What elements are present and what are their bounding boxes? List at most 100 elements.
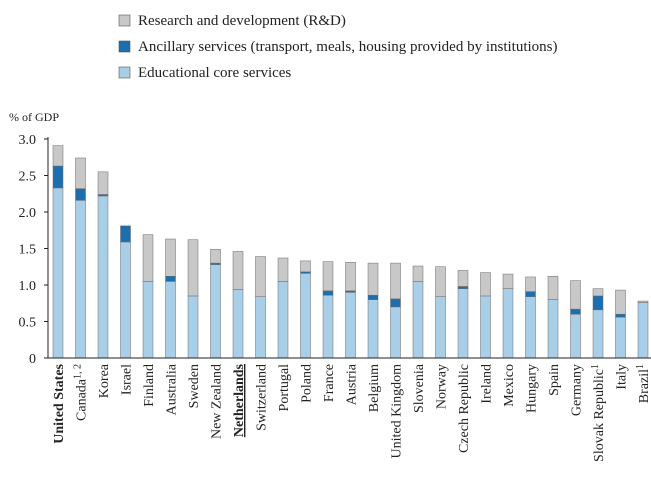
legend-label-educational-core-services: Educational core services [138, 65, 291, 81]
bars [52, 145, 649, 359]
x-tick-label-czech-republic: Czech Republic [457, 364, 472, 453]
x-tick-label-norway: Norway [435, 364, 450, 409]
bar-segment-research-and-development-r-d [300, 260, 311, 273]
bar-segment-ancillary-services-transport-meals-housing-provided-by-institutions [165, 275, 176, 282]
bar-segment-educational-core-services [255, 296, 266, 359]
x-tick-label-israel: Israel [120, 364, 135, 395]
bar-segment-educational-core-services [75, 200, 86, 359]
bar-segment-research-and-development-r-d [322, 261, 334, 292]
bar-segment-research-and-development-r-d [142, 234, 154, 282]
bar-segment-educational-core-services [390, 306, 401, 359]
bar-segment-educational-core-services [277, 281, 289, 359]
x-tick-label-ireland: Ireland [480, 364, 495, 404]
bar-segment-educational-core-services [165, 281, 176, 359]
bar-segment-research-and-development-r-d [97, 171, 109, 195]
x-tick-label-spain: Spain [547, 364, 562, 396]
legend-swatch-educational-core-services [118, 66, 131, 79]
bar-israel [120, 225, 131, 359]
bar-segment-research-and-development-r-d [367, 262, 379, 296]
bar-segment-educational-core-services [547, 299, 559, 359]
bar-segment-research-and-development-r-d [210, 248, 221, 264]
bar-segment-educational-core-services [210, 264, 221, 359]
legend: Research and development (R&D) Ancillary … [118, 13, 558, 81]
x-tick-label-hungary: Hungary [525, 364, 540, 413]
bar-segment-educational-core-services [142, 281, 154, 359]
bar-segment-educational-core-services [435, 296, 446, 359]
bar-portugal [277, 257, 289, 359]
bar-segment-ancillary-services-transport-meals-housing-provided-by-institutions [367, 294, 379, 300]
bar-italy [615, 289, 626, 359]
bar-united-kingdom [390, 262, 401, 359]
bar-segment-educational-core-services [97, 195, 109, 359]
bar-segment-research-and-development-r-d [480, 272, 491, 297]
x-tick-label-canada: Canada1, 2 [73, 364, 90, 421]
y-tick-label: 1.5 [19, 243, 37, 258]
bar-segment-educational-core-services [187, 295, 199, 359]
y-tick-label: 2.5 [19, 170, 37, 185]
bar-norway [435, 266, 446, 359]
bar-belgium [367, 262, 379, 359]
y-tick-label: 3.0 [19, 133, 37, 148]
y-axis-unit-label: % of GDP [9, 110, 59, 124]
bar-segment-research-and-development-r-d [615, 289, 626, 315]
bar-segment-educational-core-services [592, 309, 604, 359]
bar-segment-research-and-development-r-d [457, 270, 469, 287]
x-tick-label-new-zealand: New Zealand [210, 364, 225, 439]
bar-segment-ancillary-services-transport-meals-housing-provided-by-institutions [322, 290, 334, 296]
bar-segment-research-and-development-r-d [525, 276, 536, 292]
bar-segment-educational-core-services [52, 187, 64, 359]
x-tick-label-belgium: Belgium [367, 364, 382, 412]
bar-australia [165, 238, 176, 359]
bar-slovenia [412, 265, 424, 359]
x-tick-label-sweden: Sweden [187, 364, 202, 408]
bar-segment-ancillary-services-transport-meals-housing-provided-by-institutions [570, 308, 581, 315]
x-tick-label-mexico: Mexico [502, 364, 517, 407]
bar-segment-educational-core-services [457, 288, 469, 359]
bar-segment-ancillary-services-transport-meals-housing-provided-by-institutions [525, 291, 536, 297]
bar-segment-educational-core-services [232, 289, 244, 359]
y-tick-label: 0.5 [19, 316, 37, 331]
bar-segment-educational-core-services [345, 292, 356, 359]
bar-segment-research-and-development-r-d [390, 262, 401, 300]
x-tick-label-poland: Poland [300, 364, 315, 403]
bar-segment-research-and-development-r-d [570, 280, 581, 310]
bar-segment-educational-core-services [322, 294, 334, 359]
bar-czech-republic [457, 270, 469, 359]
bar-segment-educational-core-services [367, 299, 379, 359]
bar-segment-research-and-development-r-d [165, 238, 176, 277]
bar-segment-ancillary-services-transport-meals-housing-provided-by-institutions [120, 225, 131, 243]
bar-segment-educational-core-services [480, 295, 491, 359]
bar-segment-ancillary-services-transport-meals-housing-provided-by-institutions [75, 188, 86, 201]
bar-segment-research-and-development-r-d [277, 257, 289, 282]
bar-slovak-republic [592, 288, 604, 359]
bar-canada [75, 157, 86, 359]
bar-hungary [525, 276, 536, 359]
bar-segment-educational-core-services [120, 241, 131, 359]
y-tick-label: 0 [29, 352, 36, 367]
bar-finland [142, 234, 154, 359]
bar-segment-research-and-development-r-d [255, 256, 266, 297]
bar-segment-educational-core-services [525, 296, 536, 359]
bar-austria [345, 262, 356, 359]
bar-mexico [502, 273, 514, 359]
bar-france [322, 261, 334, 359]
x-tick-label-italy: Italy [615, 364, 630, 390]
bar-spain [547, 275, 559, 359]
legend-label-ancillary-services-transport-meals-housing-provided-by-institutions: Ancillary services (transport, meals, ho… [138, 39, 558, 55]
x-tick-label-germany: Germany [570, 364, 585, 416]
bar-segment-educational-core-services [637, 302, 649, 359]
bar-segment-research-and-development-r-d [232, 251, 244, 290]
bar-segment-research-and-development-r-d [75, 157, 86, 189]
bar-segment-educational-core-services [300, 273, 311, 359]
bar-segment-research-and-development-r-d [435, 266, 446, 297]
bar-segment-research-and-development-r-d [345, 262, 356, 292]
bar-korea [97, 171, 109, 359]
bar-segment-ancillary-services-transport-meals-housing-provided-by-institutions [390, 298, 401, 308]
x-tick-label-united-kingdom: United Kingdom [390, 364, 405, 459]
bar-segment-research-and-development-r-d [502, 273, 514, 289]
bar-segment-ancillary-services-transport-meals-housing-provided-by-institutions [615, 313, 626, 318]
bar-segment-research-and-development-r-d [592, 288, 604, 297]
x-tick-label-switzerland: Switzerland [255, 364, 270, 431]
x-tick-label-united-states: United States [52, 363, 67, 443]
bar-sweden [187, 239, 199, 359]
